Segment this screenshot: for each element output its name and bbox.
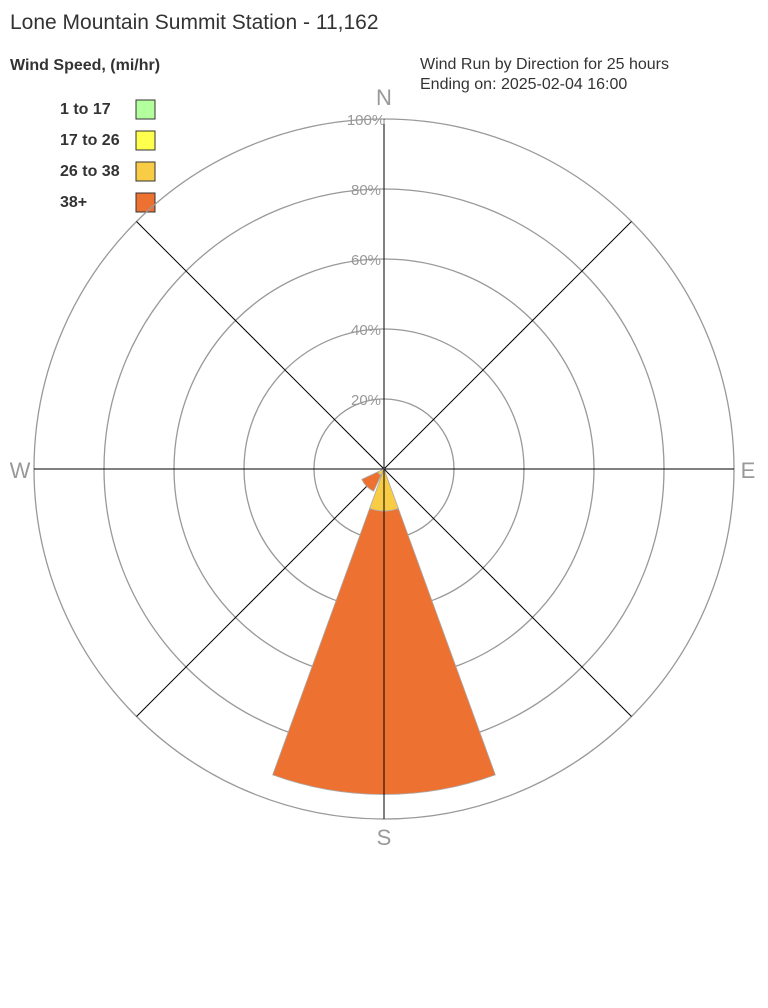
legend-swatch [135,192,156,213]
legend-label: 26 to 38 [60,163,120,180]
legend-label: 38+ [60,194,87,211]
legend-label: 1 to 17 [60,101,111,118]
legend-label: 17 to 26 [60,132,120,149]
ring-label: 100% [347,112,385,129]
subtitle-line-2: Ending on: 2025-02-04 16:00 [420,76,627,93]
spoke [136,221,385,470]
compass-label-W: W [10,458,31,483]
compass-label-E: E [741,458,756,483]
compass-label-S: S [377,825,392,850]
subtitle-line-1: Wind Run by Direction for 25 hours [420,56,669,73]
legend-title: Wind Speed, (mi/hr) [10,57,160,74]
ring-label: 20% [351,392,381,409]
ring-label: 60% [351,252,381,269]
spoke [383,468,632,717]
compass-label-N: N [376,85,392,110]
ring-label: 80% [351,182,381,199]
petal-SW-3 [361,471,382,492]
chart-title: Lone Mountain Summit Station - 11,162 [10,11,379,34]
ring-label: 40% [351,322,381,339]
spoke [383,221,632,470]
legend-swatch [135,161,156,182]
legend-swatch [135,130,156,151]
legend-swatch [135,99,156,120]
spoke [136,468,385,717]
